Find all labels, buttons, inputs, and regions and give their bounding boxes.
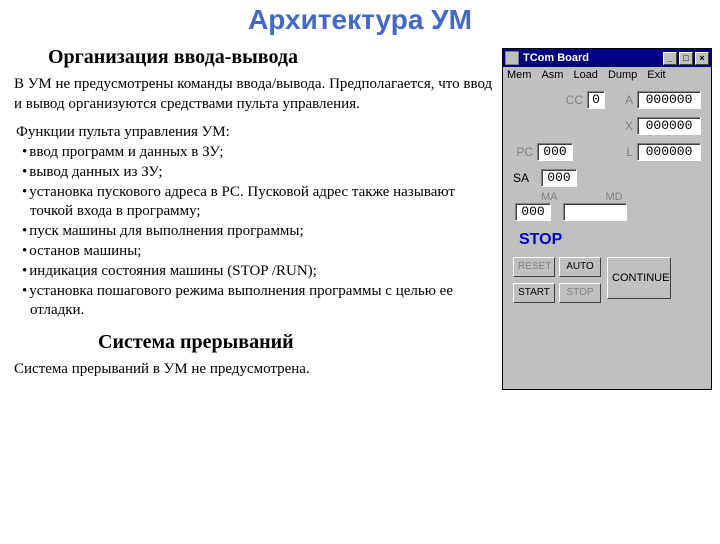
button-area: RESET AUTO START STOP CONTINUE — [513, 257, 701, 307]
titlebar[interactable]: TCom Board _ □ × — [503, 49, 711, 67]
func-intro: Функции пульта управления УМ: — [16, 124, 496, 141]
interrupts-paragraph: Система прерываний в УМ не предусмотрена… — [14, 360, 496, 380]
md-label: MD — [606, 191, 623, 203]
menu-load[interactable]: Load — [573, 69, 597, 81]
x-label: X — [613, 119, 633, 133]
sa-field[interactable]: 000 — [541, 169, 577, 187]
maximize-button[interactable]: □ — [679, 52, 693, 65]
menu-asm[interactable]: Asm — [541, 69, 563, 81]
l-label: L — [613, 145, 633, 159]
stop-button[interactable]: STOP — [559, 283, 601, 303]
window-title: TCom Board — [523, 52, 661, 64]
menu-mem[interactable]: Mem — [507, 69, 531, 81]
auto-button[interactable]: AUTO — [559, 257, 601, 277]
interrupts-heading: Система прерываний — [98, 331, 496, 354]
func-list: ввод программ и данных в ЗУ; вывод данны… — [8, 143, 496, 321]
md-field[interactable] — [563, 203, 627, 221]
func-item: ввод программ и данных в ЗУ; — [22, 143, 496, 163]
func-item: установка пускового адреса в PC. Пусково… — [22, 183, 496, 223]
ma-field[interactable]: 000 — [515, 203, 551, 221]
func-item: вывод данных из ЗУ; — [22, 163, 496, 183]
l-field[interactable]: 000000 — [637, 143, 701, 161]
app-icon — [505, 51, 519, 65]
pc-label: PC — [513, 145, 533, 159]
func-item: индикация состояния машины (STOP /RUN); — [22, 262, 496, 282]
sa-label: SA — [513, 171, 537, 185]
menu-dump[interactable]: Dump — [608, 69, 637, 81]
status-label: STOP — [519, 231, 701, 249]
cc-label: CC — [563, 93, 583, 107]
register-panel: CC 0 A 000000 X 000000 PC 000 L 000000 — [503, 83, 711, 317]
func-item: пуск машины для выполнения программы; — [22, 222, 496, 242]
minimize-button[interactable]: _ — [663, 52, 677, 65]
func-item: останов машины; — [22, 242, 496, 262]
continue-button[interactable]: CONTINUE — [607, 257, 671, 299]
tcom-window: TCom Board _ □ × Mem Asm Load Dump Exit … — [502, 48, 712, 390]
start-button[interactable]: START — [513, 283, 555, 303]
io-paragraph: В УМ не предусмотрены команды ввода/выво… — [14, 75, 496, 114]
close-button[interactable]: × — [695, 52, 709, 65]
text-column: Организация ввода-вывода В УМ не предусм… — [8, 44, 502, 390]
pc-field[interactable]: 000 — [537, 143, 573, 161]
menu-exit[interactable]: Exit — [647, 69, 665, 81]
a-field[interactable]: 000000 — [637, 91, 701, 109]
func-item: установка пошагового режима выполнения п… — [22, 282, 496, 322]
io-heading: Организация ввода-вывода — [48, 46, 496, 69]
menubar: Mem Asm Load Dump Exit — [503, 67, 711, 83]
cc-field[interactable]: 0 — [587, 91, 605, 109]
page-title: Архитектура УМ — [0, 4, 720, 36]
reset-button[interactable]: RESET — [513, 257, 555, 277]
ma-label: MA — [541, 191, 558, 203]
a-label: A — [613, 93, 633, 107]
x-field[interactable]: 000000 — [637, 117, 701, 135]
